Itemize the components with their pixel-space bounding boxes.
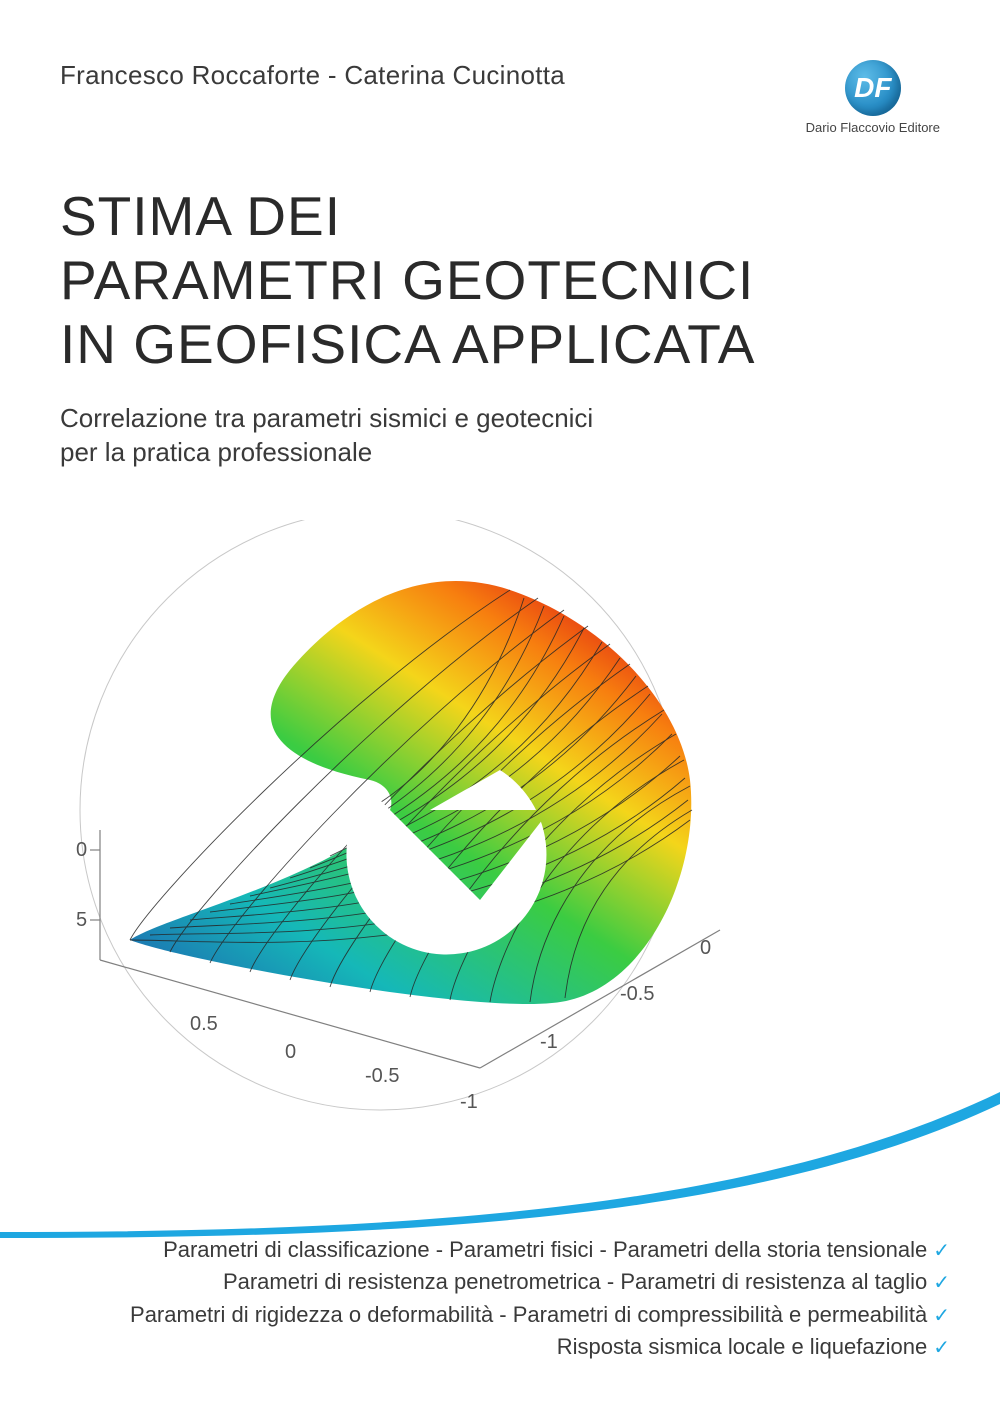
- bullet-text: Parametri di rigidezza o deformabilità -…: [130, 1302, 927, 1327]
- check-icon: ✓: [933, 1337, 950, 1359]
- bullet-text: Parametri di classificazione - Parametri…: [163, 1237, 927, 1262]
- bullet-text: Parametri di resistenza penetrometrica -…: [223, 1269, 927, 1294]
- subtitle-line: per la pratica professionale: [60, 436, 940, 469]
- bullet-line: Parametri di rigidezza o deformabilità -…: [130, 1299, 950, 1332]
- title-line: IN GEOFISICA APPLICATA: [60, 313, 940, 377]
- x2-tick-label: -1: [540, 1031, 558, 1053]
- surface-plot-graphic: 0 5 0.5 0 -0.5 -1 0 -0.5 -1: [40, 520, 760, 1120]
- surface-group: [130, 581, 692, 1004]
- x1-tick-label: -1: [460, 1091, 478, 1113]
- surface-fill: [130, 581, 691, 1004]
- bullets-block: Parametri di classificazione - Parametri…: [130, 1234, 950, 1364]
- subtitle: Correlazione tra parametri sismici e geo…: [0, 376, 1000, 469]
- main-title: STIMA DEI PARAMETRI GEOTECNICI IN GEOFIS…: [0, 135, 1000, 376]
- title-line: PARAMETRI GEOTECNICI: [60, 249, 940, 313]
- x2-tick-label: -0.5: [620, 983, 654, 1005]
- x2-tick-label: 0: [700, 937, 711, 959]
- x1-tick-label: -0.5: [365, 1065, 399, 1087]
- check-icon: ✓: [933, 1240, 950, 1262]
- x1-tick-label: 0: [285, 1041, 296, 1063]
- publisher-name-text: Dario Flaccovio Editore: [806, 120, 940, 135]
- publisher-block: DF Dario Flaccovio Editore: [806, 60, 940, 135]
- check-icon: ✓: [933, 1272, 950, 1294]
- bullet-line: Parametri di classificazione - Parametri…: [130, 1234, 950, 1267]
- bullet-line: Risposta sismica locale e liquefazione✓: [130, 1331, 950, 1364]
- publisher-logo-icon: DF: [845, 60, 901, 116]
- title-line: STIMA DEI: [60, 185, 940, 249]
- bullet-line: Parametri di resistenza penetrometrica -…: [130, 1266, 950, 1299]
- check-icon: ✓: [933, 1305, 950, 1327]
- x1-tick-label: 0.5: [190, 1013, 218, 1035]
- bullet-text: Risposta sismica locale e liquefazione: [557, 1334, 928, 1359]
- subtitle-line: Correlazione tra parametri sismici e geo…: [60, 402, 940, 435]
- header-row: Francesco Roccaforte - Caterina Cucinott…: [0, 0, 1000, 135]
- authors-text: Francesco Roccaforte - Caterina Cucinott…: [60, 60, 565, 91]
- y-tick-label: 5: [76, 909, 87, 931]
- y-tick-label: 0: [76, 839, 87, 861]
